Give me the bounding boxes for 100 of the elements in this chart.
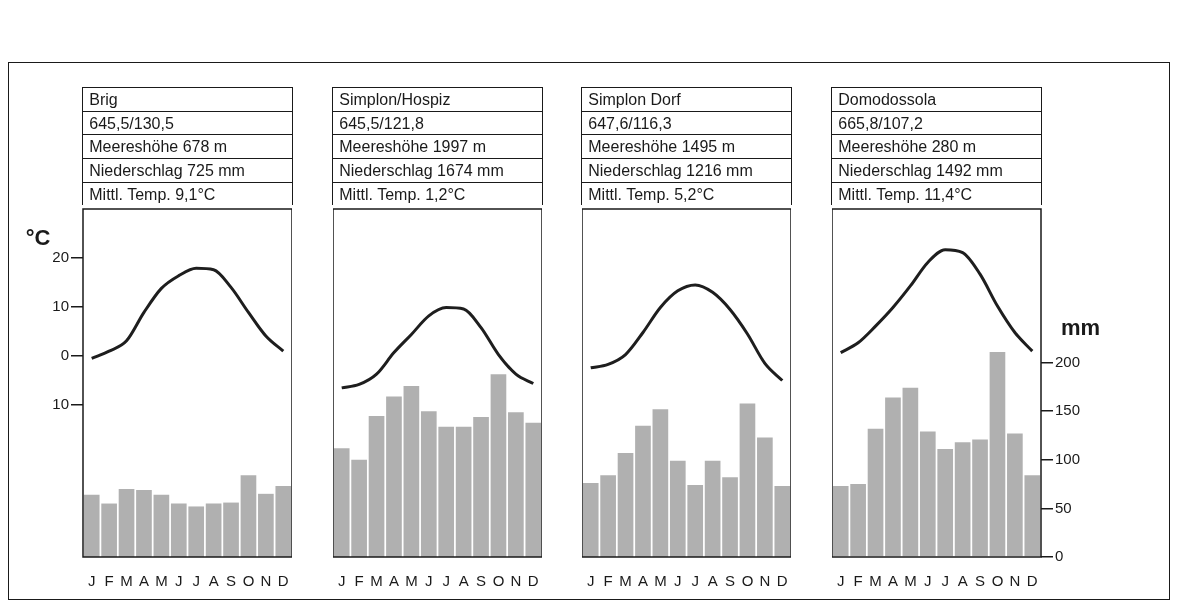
y2-tick-label: 150 — [1055, 401, 1081, 419]
y2-axis-title: mm — [1061, 314, 1101, 340]
chart-title: Simplon Dorf — [582, 88, 792, 112]
x-tick-label: J — [586, 572, 595, 590]
bar — [240, 475, 257, 557]
text: Meereshöhe 280 m — [832, 135, 1042, 160]
bar — [867, 428, 884, 557]
x-tick-label: A — [957, 572, 968, 590]
text: Mittl. Temp. 11,4°C — [837, 184, 974, 205]
x-tick-label: S — [975, 572, 986, 590]
x-tick-label: A — [388, 572, 399, 590]
y-tick-label: 10 — [52, 395, 69, 413]
text: Niederschlag 725 mm — [83, 159, 293, 183]
text: Meereshöhe 678 m — [83, 135, 293, 160]
x-tick-label: F — [603, 572, 613, 590]
bar — [635, 425, 651, 557]
x-tick-label: M — [654, 572, 667, 590]
x-tick-label: N — [1009, 572, 1021, 590]
x-tick-label: J — [836, 572, 845, 590]
x-tick-label: J — [192, 572, 200, 590]
x-tick-label: A — [208, 572, 219, 590]
bar — [368, 416, 385, 557]
y-axis-title: °C — [25, 225, 51, 251]
x-tick-label: J — [442, 572, 450, 590]
x-tick-label: N — [759, 572, 771, 590]
bar — [972, 439, 988, 557]
y2-tick-label: 50 — [1055, 498, 1072, 516]
bar — [118, 488, 135, 557]
bar — [722, 477, 738, 557]
x-tick-label: O — [991, 572, 1004, 590]
x-tick-label: A — [707, 572, 718, 590]
x-tick-label: J — [87, 572, 96, 590]
chart-subtitle: 645,5/121,8 — [333, 111, 543, 136]
x-tick-label: S — [476, 572, 487, 590]
x-tick-label: J — [674, 572, 682, 590]
bar — [153, 494, 170, 557]
text: Niederschlag 1216 mm — [582, 159, 792, 183]
text: Niederschlag 1674 mm — [333, 159, 543, 183]
x-tick-label: D — [527, 572, 539, 590]
text: Niederschlag 1492 mm — [832, 159, 1042, 183]
x-tick-label: A — [458, 572, 469, 590]
x-tick-label: J — [175, 572, 183, 590]
x-tick-label: S — [226, 572, 237, 590]
bar — [902, 387, 919, 557]
y2-tick-label: 200 — [1055, 352, 1081, 370]
bar — [704, 460, 721, 557]
bar — [223, 502, 239, 557]
y-tick-label: 10 — [52, 297, 69, 315]
line-series — [90, 266, 285, 360]
chart-subtitle: 647,6/116,3 — [582, 111, 792, 136]
bar — [739, 403, 756, 557]
bar — [617, 452, 634, 557]
x-tick-label: D — [776, 572, 788, 590]
chart-subtitle: 665,8/107,2 — [832, 111, 1042, 136]
x-tick-label: A — [637, 572, 648, 590]
chart-title: Domodossola — [832, 88, 1042, 112]
x-tick-label: M — [619, 572, 632, 590]
x-tick-label: D — [1026, 572, 1038, 590]
y2-tick-label: 0 — [1055, 547, 1064, 565]
x-tick-label: J — [941, 572, 949, 590]
x-tick-label: N — [510, 572, 522, 590]
x-tick-label: O — [492, 572, 505, 590]
x-tick-label: M — [370, 572, 383, 590]
y-tick-label: 0 — [60, 346, 69, 364]
x-tick-label: D — [277, 572, 289, 590]
bar — [989, 351, 1006, 557]
bar — [455, 426, 472, 557]
x-tick-label: M — [904, 572, 917, 590]
y-tick-label: 20 — [52, 248, 69, 266]
chart-title: Brig — [83, 88, 293, 112]
x-tick-label: J — [425, 572, 433, 590]
x-tick-label: S — [725, 572, 736, 590]
x-tick-label: F — [104, 572, 114, 590]
x-tick-label: M — [405, 572, 418, 590]
x-tick-label: J — [924, 572, 932, 590]
chart-title: Simplon/Hospiz — [333, 88, 543, 112]
x-tick-label: O — [741, 572, 754, 590]
chart-subtitle: 645,5/130,5 — [83, 111, 293, 136]
bar — [652, 409, 669, 557]
x-tick-label: M — [120, 572, 133, 590]
bar — [885, 397, 901, 557]
x-tick-label: F — [354, 572, 364, 590]
text: Meereshöhe 1495 m — [582, 135, 792, 160]
x-tick-label: A — [887, 572, 898, 590]
bar — [473, 417, 489, 557]
bar — [403, 385, 420, 557]
x-tick-label: J — [691, 572, 699, 590]
text: Mittl. Temp. 5,2°C — [587, 184, 716, 205]
bar — [386, 396, 402, 557]
text: Meereshöhe 1997 m — [333, 135, 543, 160]
y2-tick-label: 100 — [1055, 449, 1081, 467]
x-tick-label: F — [853, 572, 863, 590]
x-tick-label: N — [260, 572, 272, 590]
x-tick-label: A — [138, 572, 149, 590]
bar — [954, 442, 971, 557]
x-tick-label: M — [869, 572, 882, 590]
bar — [136, 489, 152, 557]
bar — [205, 503, 222, 557]
text: Mittl. Temp. 9,1°C — [88, 184, 217, 205]
x-tick-label: O — [242, 572, 255, 590]
